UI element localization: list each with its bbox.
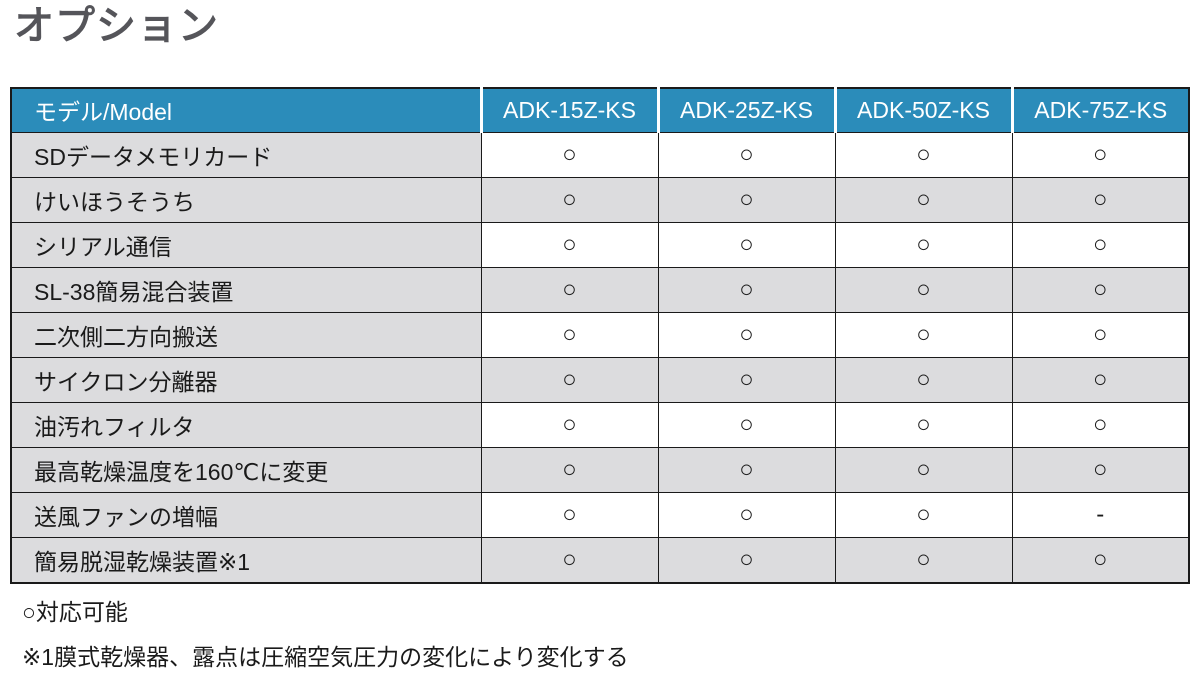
column-header-adk-25z-ks: ADK-25Z-KS — [656, 87, 836, 133]
availability-mark-cell: ○ — [1011, 221, 1190, 268]
option-label-cell: 最高乾燥温度を160℃に変更 — [10, 446, 482, 493]
availability-mark-cell: ○ — [834, 221, 1013, 268]
availability-mark-cell: ○ — [834, 176, 1013, 223]
option-row: シリアル通信 ○ ○ ○ ○ — [10, 221, 1190, 268]
availability-mark-cell: ○ — [480, 266, 659, 313]
options-table-body: SDデータメモリカード ○ ○ ○ ○ けいほうそうち ○ ○ ○ ○ シリアル通信 ○ ○ ○ ○ SL-3… — [10, 131, 1190, 583]
availability-mark-cell: ○ — [1011, 176, 1190, 223]
availability-mark-cell: ○ — [1011, 401, 1190, 448]
availability-mark-cell: ○ — [834, 401, 1013, 448]
option-label-cell: けいほうそうち — [10, 176, 482, 223]
availability-mark-cell: ○ — [834, 536, 1013, 583]
option-label-cell: 送風ファンの増幅 — [10, 491, 482, 538]
availability-mark-cell: ○ — [657, 446, 836, 493]
option-label-cell: SDデータメモリカード — [10, 131, 482, 178]
option-label-cell: 二次側二方向搬送 — [10, 311, 482, 358]
option-row: サイクロン分離器 ○ ○ ○ ○ — [10, 356, 1190, 403]
availability-mark-cell: ○ — [657, 221, 836, 268]
options-table: モデル/Model ADK-15Z-KS ADK-25Z-KS ADK-50Z-… — [10, 87, 1190, 584]
availability-mark-cell: ○ — [657, 536, 836, 583]
option-row: 油汚れフィルタ ○ ○ ○ ○ — [10, 401, 1190, 448]
table-header-row: モデル/Model ADK-15Z-KS ADK-25Z-KS ADK-50Z-… — [10, 87, 1190, 133]
option-label-cell: サイクロン分離器 — [10, 356, 482, 403]
availability-mark-cell: ○ — [480, 356, 659, 403]
availability-mark-cell: ○ — [834, 311, 1013, 358]
availability-mark-cell: ○ — [834, 131, 1013, 178]
availability-mark-cell: ○ — [1011, 356, 1190, 403]
option-label-cell: シリアル通信 — [10, 221, 482, 268]
availability-mark-cell: ○ — [1011, 446, 1190, 493]
column-header-adk-75z-ks: ADK-75Z-KS — [1010, 87, 1190, 133]
availability-mark-cell: ○ — [834, 446, 1013, 493]
availability-mark-cell: ○ — [480, 401, 659, 448]
availability-mark-cell: ○ — [1011, 536, 1190, 583]
footnote: ※1膜式乾燥器、露点は圧縮空気圧力の変化により変化する — [22, 644, 629, 670]
option-label-cell: SL-38簡易混合装置 — [10, 266, 482, 313]
availability-mark-cell: ○ — [657, 266, 836, 313]
page-title: オプション — [14, 4, 219, 48]
option-label-cell: 油汚れフィルタ — [10, 401, 482, 448]
availability-mark-cell: ○ — [657, 311, 836, 358]
option-row: 送風ファンの増幅 ○ ○ ○ - — [10, 491, 1190, 538]
availability-mark-cell: ○ — [480, 221, 659, 268]
availability-mark-cell: ○ — [657, 176, 836, 223]
availability-mark-cell: ○ — [480, 446, 659, 493]
legend-available: ○対応可能 — [22, 599, 128, 625]
availability-mark-cell: ○ — [480, 176, 659, 223]
availability-mark-cell: ○ — [480, 536, 659, 583]
availability-mark-cell: ○ — [657, 401, 836, 448]
availability-mark-cell: ○ — [657, 356, 836, 403]
not-available-cell: - — [1011, 491, 1190, 538]
option-row: SL-38簡易混合装置 ○ ○ ○ ○ — [10, 266, 1190, 313]
availability-mark-cell: ○ — [1011, 311, 1190, 358]
option-row: けいほうそうち ○ ○ ○ ○ — [10, 176, 1190, 223]
availability-mark-cell: ○ — [480, 311, 659, 358]
availability-mark-cell: ○ — [1011, 131, 1190, 178]
option-row: 簡易脱湿乾燥装置※1 ○ ○ ○ ○ — [10, 536, 1190, 583]
column-header-adk-15z-ks: ADK-15Z-KS — [479, 87, 659, 133]
availability-mark-cell: ○ — [834, 266, 1013, 313]
option-label-cell: 簡易脱湿乾燥装置※1 — [10, 536, 482, 583]
option-row: 最高乾燥温度を160℃に変更 ○ ○ ○ ○ — [10, 446, 1190, 493]
availability-mark-cell: ○ — [480, 491, 659, 538]
availability-mark-cell: ○ — [834, 491, 1013, 538]
availability-mark-cell: ○ — [480, 131, 659, 178]
column-header-adk-50z-ks: ADK-50Z-KS — [833, 87, 1013, 133]
model-column-header: モデル/Model — [10, 87, 482, 133]
availability-mark-cell: ○ — [657, 131, 836, 178]
option-row: SDデータメモリカード ○ ○ ○ ○ — [10, 131, 1190, 178]
availability-mark-cell: ○ — [1011, 266, 1190, 313]
availability-mark-cell: ○ — [657, 491, 836, 538]
option-row: 二次側二方向搬送 ○ ○ ○ ○ — [10, 311, 1190, 358]
availability-mark-cell: ○ — [834, 356, 1013, 403]
